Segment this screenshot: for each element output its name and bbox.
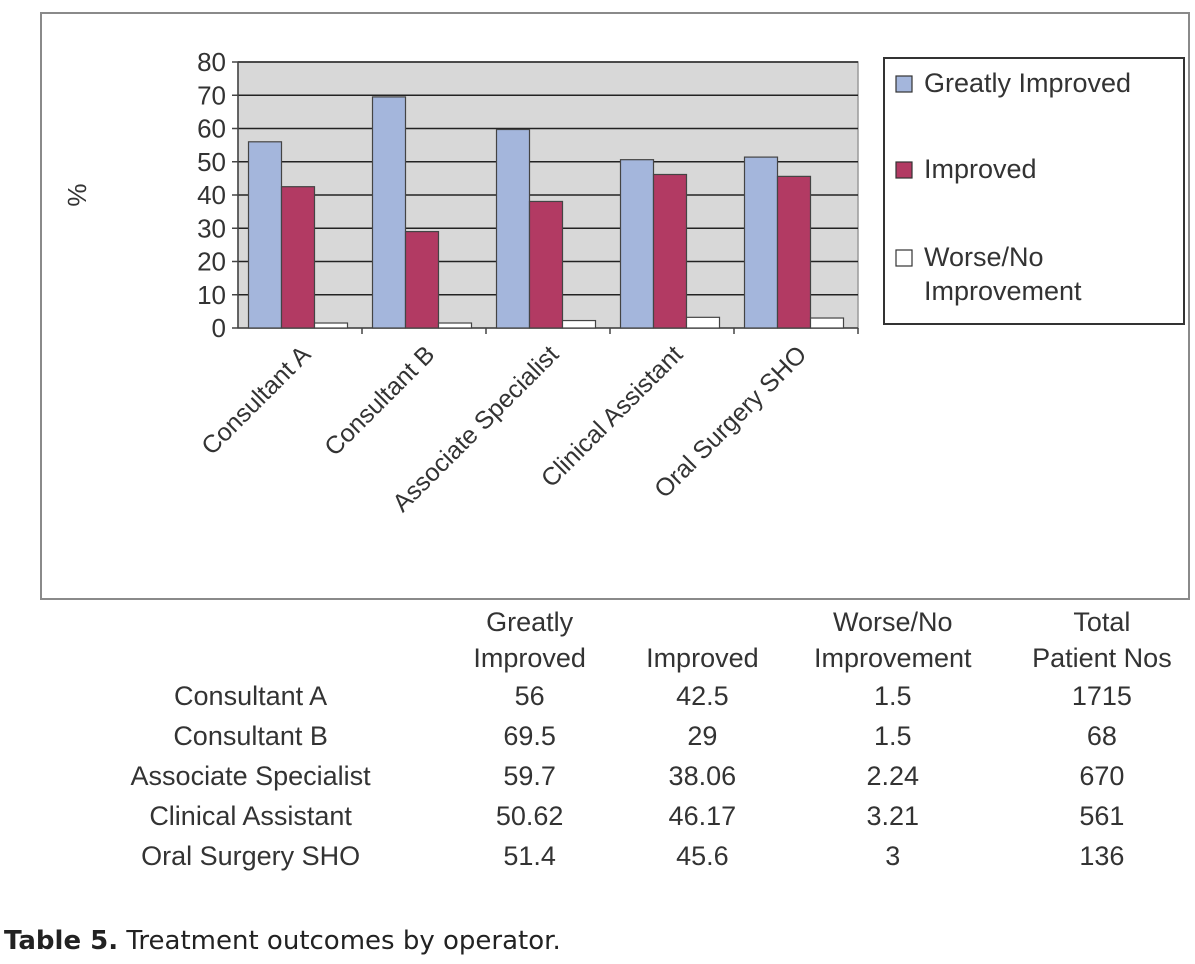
bar bbox=[619, 159, 655, 329]
table-cell: 50.62 bbox=[495, 800, 564, 831]
table-cell: 561 bbox=[1079, 800, 1125, 831]
table-cell: 3.21 bbox=[866, 800, 920, 831]
y-tick-label: 0 bbox=[212, 313, 226, 343]
bar bbox=[809, 317, 845, 329]
legend-label: Worse/No Improvement bbox=[924, 242, 1082, 306]
bar bbox=[404, 230, 440, 329]
bar bbox=[776, 175, 812, 329]
table-cell: 45.6 bbox=[676, 840, 729, 871]
table-row: Associate Specialist 59.7 38.06 2.24 670 bbox=[70, 756, 1195, 796]
bar bbox=[528, 200, 564, 329]
table-header-cell: Total Patient Nos bbox=[1032, 607, 1172, 673]
legend-box bbox=[883, 57, 1185, 325]
y-tick-label: 20 bbox=[197, 247, 226, 277]
table-cell: 59.7 bbox=[503, 760, 556, 791]
bar bbox=[561, 319, 597, 329]
table-cell: 136 bbox=[1079, 840, 1125, 871]
bar bbox=[247, 141, 283, 329]
table-cell: 29 bbox=[687, 720, 718, 751]
outcomes-table: Greatly Improved Improved Worse/No Improve… bbox=[70, 604, 1195, 876]
y-tick-label: 40 bbox=[197, 180, 226, 210]
table-header-cell: Greatly Improved bbox=[473, 607, 586, 673]
table-header-cell: Improved bbox=[646, 643, 759, 673]
table-caption: Table 5. Treatment outcomes by operator. bbox=[4, 926, 561, 956]
table-cell: 42.5 bbox=[676, 680, 729, 711]
table-row: Consultant B 69.5 29 1.5 68 bbox=[70, 716, 1195, 756]
legend-swatch bbox=[895, 161, 913, 179]
bar bbox=[743, 156, 779, 329]
x-category-label: Consultant A bbox=[196, 340, 316, 460]
table-row: Consultant A 56 42.5 1.5 1715 bbox=[70, 676, 1195, 716]
table-cell: 68 bbox=[1086, 720, 1117, 751]
y-tick-label: 30 bbox=[197, 213, 226, 243]
y-tick-label: 70 bbox=[197, 80, 226, 110]
table-cell: 46.17 bbox=[668, 800, 737, 831]
row-label: Oral Surgery SHO bbox=[141, 840, 361, 871]
bar bbox=[313, 322, 349, 329]
table-header-row: Greatly Improved Improved Worse/No Improve… bbox=[70, 604, 1195, 676]
bar bbox=[685, 316, 721, 329]
y-tick-label: 50 bbox=[197, 147, 226, 177]
table-cell: 2.24 bbox=[866, 760, 920, 791]
table-cell: 1.5 bbox=[873, 720, 912, 751]
row-label: Consultant B bbox=[173, 720, 328, 751]
table-cell: 1715 bbox=[1071, 680, 1132, 711]
y-tick-label: 60 bbox=[197, 114, 226, 144]
legend-label: Greatly Improved bbox=[924, 68, 1131, 98]
chart-frame: 0 10 20 30 40 50 60 70 80% Consultant A Consultant… bbox=[40, 12, 1190, 600]
y-tick-label: 10 bbox=[197, 280, 226, 310]
row-label: Associate Specialist bbox=[130, 760, 371, 791]
table-cell: 51.4 bbox=[503, 840, 556, 871]
bar bbox=[371, 96, 407, 329]
table-row: Oral Surgery SHO 51.4 45.6 3 136 bbox=[70, 836, 1195, 876]
y-tick-label: 80 bbox=[197, 47, 226, 77]
table-header-cell bbox=[70, 604, 431, 676]
legend-swatch bbox=[895, 75, 913, 93]
table-cell: 38.06 bbox=[668, 760, 737, 791]
table-header-cell: Worse/No Improvement bbox=[813, 607, 972, 673]
table-cell: 670 bbox=[1079, 760, 1125, 791]
bar bbox=[652, 173, 688, 329]
bar bbox=[280, 186, 316, 329]
y-axis-label: % bbox=[62, 183, 92, 206]
table-cell: 1.5 bbox=[873, 680, 912, 711]
legend-swatch bbox=[895, 249, 913, 267]
legend-label: Improved bbox=[924, 154, 1037, 184]
row-label: Consultant A bbox=[174, 680, 328, 711]
caption-text: Treatment outcomes by operator. bbox=[118, 926, 561, 956]
table-row: Clinical Assistant 50.62 46.17 3.21 561 bbox=[70, 796, 1195, 836]
bar bbox=[437, 322, 473, 329]
caption-label: Table 5. bbox=[4, 926, 119, 956]
table-cell: 56 bbox=[514, 680, 545, 711]
row-label: Clinical Assistant bbox=[149, 800, 352, 831]
table-cell: 69.5 bbox=[503, 720, 556, 751]
x-category-label: Consultant B bbox=[319, 340, 440, 461]
bar bbox=[495, 128, 531, 329]
table-cell: 3 bbox=[885, 840, 901, 871]
